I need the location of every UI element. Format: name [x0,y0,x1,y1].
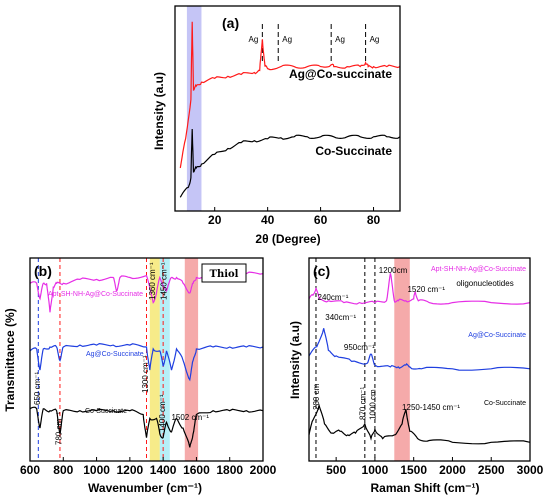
panel-b-tick-label-7: 2000 [250,463,277,477]
panel-b-tick-label-0: 600 [20,463,40,477]
panel-c-x-ticks: 500 1000 1500 2000 2500 3000 [326,457,544,477]
panel-c-ylabel: Intensity (a.u) [288,321,302,399]
peak-marker-label-0: Ag [249,35,259,44]
panel-c-tick-label-5: 3000 [517,463,544,477]
panel-a-tick-label-3: 80 [367,213,381,227]
panel-b-annotation-0: 650 cm⁻¹ [33,372,42,405]
panel-c-series-label-ag: Ag@Co-Succinate [468,332,526,339]
panel-b-series-2-line [29,406,264,448]
panel-a: Ag Ag Ag Ag 20 40 60 80 (a) 2θ (Degree) Intens… [152,5,401,246]
panel-a-series-label-co: Co-Succinate [315,144,392,158]
panel-c-annotation-1: 1200cm [379,266,408,275]
panel-b-tick-label-5: 1600 [183,463,210,477]
panel-c-annotation-6: 280 cm [312,383,321,410]
panel-a-peak-markers: Ag Ag Ag Ag [249,24,380,64]
panel-b-tick-label-2: 1000 [83,463,110,477]
panel-a-label: (a) [222,15,239,31]
panel-c-series-label-apt: Apt-SH-NH-Ag@Co-Succinate [431,266,526,273]
panel-b-label: (b) [34,263,52,279]
panel-b-ylabel: Transmittance (%) [3,308,17,411]
panel-c-frame [308,257,531,462]
panel-c-annotations: 240cm⁻¹ 1200cm 1520 cm⁻¹ oligonucleotides 34… [312,266,514,420]
panel-a-ylabel: Intensity (a.u) [152,72,166,150]
panel-c: 500 1000 1500 2000 2500 3000 (c) Raman Shift … [288,257,544,495]
panel-a-highlight-band [186,6,202,211]
panel-c-label: (c) [313,263,330,279]
panel-b-tick-label-6: 1800 [216,463,243,477]
panel-c-annotation-5: 950cm⁻¹ [344,343,375,352]
panel-b: 600 800 1000 1200 1400 1600 1800 2000 (b) Thiol… [3,257,277,495]
panel-c-annotation-9: 1250-1450 cm⁻¹ [402,403,460,412]
panel-b-annotation-1: 780 cm⁻¹ [55,412,64,445]
panel-b-series-0-line [29,271,264,313]
panel-a-highlight-layer [186,6,202,211]
panel-b-highlight-band-2 [184,258,199,461]
panel-a-series-1-line [179,128,401,198]
panel-b-annotation-3: 1360 cm⁻¹ [148,262,157,300]
panel-b-xlabel: Wavenumber (cm⁻¹) [88,481,202,495]
panel-c-annotation-3: oligonucleotides [456,279,513,288]
panel-c-tick-label-3: 2000 [439,463,466,477]
panel-b-annotation-6: 1502 cm⁻¹ [171,413,209,422]
panel-c-annotation-0: 240cm⁻¹ [318,293,349,302]
panel-c-series-label-co: Co-Succinate [484,400,526,407]
panel-a-series-0-line [179,21,401,169]
panel-c-tick-label-4: 2500 [478,463,505,477]
panel-a-frame [174,5,401,212]
panel-c-annotation-7: 870 cm⁻¹ [359,387,368,420]
panel-a-tick-label-2: 60 [314,213,328,227]
panel-a-series-label-ag: Ag@Co-succinate [289,67,392,81]
panel-c-tick-label-2: 1500 [400,463,427,477]
panel-c-tick-label-0: 500 [326,463,346,477]
peak-marker-label-1: Ag [282,35,292,44]
panel-c-series-1-line [308,328,531,371]
panel-b-annotation-5: 1400 cm⁻¹ [158,394,167,432]
panel-b-series-layer [29,271,264,448]
panel-c-annotation-8: 1000 cm [369,389,378,420]
panel-b-highlight-band-0 [149,258,160,461]
panel-c-series-2-line [308,403,531,445]
panel-b-series-label-ag: Ag@Co-Succinate [86,351,144,358]
panel-b-series-1-line [29,342,264,382]
panel-b-annotation-4: 1450 cm⁻¹ [159,262,168,300]
panel-c-annotation-2: 1520 cm⁻¹ [407,285,445,294]
panel-c-annotation-4: 340cm⁻¹ [325,313,356,322]
panel-a-series-layer [179,21,401,198]
panel-c-series-0-line [308,273,531,305]
panel-b-tick-label-3: 1200 [117,463,144,477]
panel-b-frame [29,257,264,462]
panel-a-xlabel: 2θ (Degree) [255,232,320,246]
peak-marker-label-3: Ag [370,35,380,44]
panel-b-annotation-2: 1300 cm⁻¹ [141,355,150,393]
panel-a-x-ticks: 20 40 60 80 [208,207,381,227]
panel-a-tick-label-0: 20 [208,213,222,227]
panel-c-tick-label-1: 1000 [362,463,389,477]
thiol-legend-text: Thiol [210,269,239,280]
panel-b-tick-label-1: 800 [53,463,73,477]
panel-c-series-layer [308,273,531,445]
panel-a-tick-label-1: 40 [261,213,275,227]
panel-c-xlabel: Raman Shift (cm⁻¹) [370,481,479,495]
panel-b-annotations: 650 cm⁻¹ 780 cm⁻¹ 1300 cm⁻¹ 1360 cm⁻¹ 1450 c… [33,262,209,445]
panel-b-x-ticks: 600 800 1000 1200 1400 1600 1800 2000 [20,457,277,477]
peak-marker-label-2: Ag [335,35,345,44]
thiol-legend-box [201,263,247,283]
panel-b-series-label-co: Co-Succinate [85,408,127,415]
panel-b-tick-label-4: 1400 [150,463,177,477]
panel-b-series-label-apt: Apt-SH-NH-Ag@Co-Succinate [48,291,143,298]
panel-c-dashed-lines [315,258,376,461]
